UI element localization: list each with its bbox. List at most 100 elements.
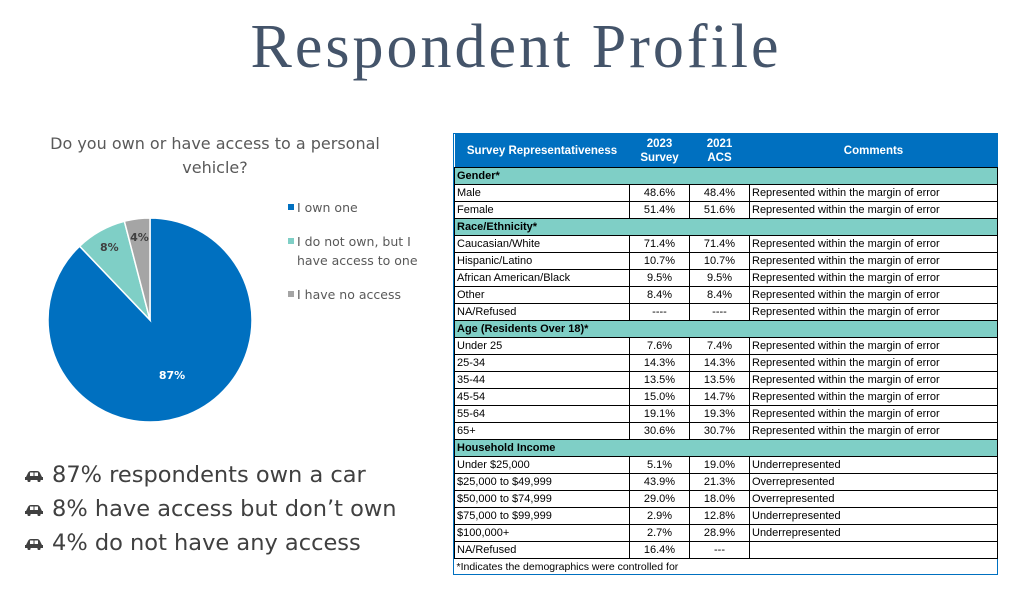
table-body: Gender* Male 48.6% 48.4% Represented within … [454,167,998,575]
survey-value-cell: 7.6% [629,337,690,355]
page-title: Respondent Profile [250,13,782,81]
survey-value-cell: 13.5% [629,371,690,389]
summary-bullet-2: 4% do not have any access [22,526,397,560]
comment-cell: Represented within the margin of error [749,405,998,423]
acs-value-cell: 10.7% [689,252,750,270]
category-cell: $25,000 to $49,999 [454,473,630,491]
pie-data-label-0: 87% [159,369,185,382]
acs-value-cell: 21.3% [689,473,750,491]
header-acs-word: ACS [707,151,732,164]
table-row: Other 8.4% 8.4% Represented within the marg… [454,286,998,304]
acs-value-cell: 28.9% [689,524,750,542]
acs-value-cell: 13.5% [689,371,750,389]
table-row: $100,000+ 2.7% 28.9% Underrepresented [454,524,998,542]
category-cell: $50,000 to $74,999 [454,490,630,508]
legend-label: I have no access [297,287,401,302]
summary-bullet-text: 8% have access but don’t own [52,496,397,522]
table-row: 25-34 14.3% 14.3% Represented within the ma… [454,354,998,372]
car-icon [25,470,43,482]
survey-value-cell: 51.4% [629,201,690,219]
acs-value-cell: 14.3% [689,354,750,372]
survey-value-cell: 2.7% [629,524,690,542]
acs-value-cell: 51.6% [689,201,750,219]
section-row: Household Income [454,439,998,457]
section-row: Gender* [454,167,998,185]
summary-bullets: 87% respondents own a car 8% have access … [22,458,397,560]
legend-swatch [288,204,294,210]
acs-value-cell: 48.4% [689,184,750,202]
table-row: Hispanic/Latino 10.7% 10.7% Represented wit… [454,252,998,270]
summary-bullet-1: 8% have access but don’t own [22,492,397,526]
survey-value-cell: 16.4% [629,541,690,559]
category-cell: 55-64 [454,405,630,423]
survey-value-cell: 9.5% [629,269,690,287]
comment-cell: Represented within the margin of error [749,184,998,202]
pie-data-label-2: 4% [130,231,149,244]
survey-value-cell: 19.1% [629,405,690,423]
comment-cell: Underrepresented [749,456,998,474]
pie-data-label-1: 8% [100,241,119,254]
survey-value-cell: 71.4% [629,235,690,253]
category-cell: Under $25,000 [454,456,630,474]
car-icon [25,504,43,516]
header-survey-year: 2023 [646,137,673,150]
pie-slice-2 [123,217,151,321]
comment-cell: Represented within the margin of error [749,371,998,389]
table-row: $75,000 to $99,999 2.9% 12.8% Underrepresen… [454,507,998,525]
header-acs: 2021 ACS [689,134,750,168]
category-cell: African American/Black [454,269,630,287]
header-label: Survey Representativeness [454,134,630,168]
category-cell: NA/Refused [454,303,630,321]
pie-legend: I own one I do not own, but I have access… [288,198,438,319]
section-title: Age (Residents Over 18)* [454,320,998,338]
comment-cell: Represented within the margin of error [749,388,998,406]
comment-cell: Represented within the margin of error [749,235,998,253]
comment-cell: Underrepresented [749,524,998,542]
category-cell: Female [454,201,630,219]
footnote-row: *Indicates the demographics were control… [454,558,998,575]
category-cell: 35-44 [454,371,630,389]
vehicle-access-pie-chart: 87% 8% 4% [47,217,253,423]
table-row: $25,000 to $49,999 43.9% 21.3% Overrepresen… [454,473,998,491]
acs-value-cell: ---- [689,303,750,321]
section-title: Race/Ethnicity* [454,218,998,236]
table-row: Female 51.4% 51.6% Represented within the m… [454,201,998,219]
category-cell: $75,000 to $99,999 [454,507,630,525]
category-cell: Caucasian/White [454,235,630,253]
category-cell: 25-34 [454,354,630,372]
survey-value-cell: ---- [629,303,690,321]
category-cell: 45-54 [454,388,630,406]
comment-cell [749,541,998,559]
table-row: Male 48.6% 48.4% Represented within the mar… [454,184,998,202]
summary-bullet-text: 87% respondents own a car [52,462,366,488]
survey-value-cell: 48.6% [629,184,690,202]
section-row: Race/Ethnicity* [454,218,998,236]
survey-value-cell: 30.6% [629,422,690,440]
comment-cell: Represented within the margin of error [749,269,998,287]
comment-cell: Overrepresented [749,490,998,508]
acs-value-cell: --- [689,541,750,559]
legend-item-1: I do not own, but I have access to one [288,232,438,270]
survey-value-cell: 15.0% [629,388,690,406]
acs-value-cell: 8.4% [689,286,750,304]
survey-value-cell: 14.3% [629,354,690,372]
header-survey: 2023 Survey [629,134,690,168]
table-row: Under $25,000 5.1% 19.0% Underrepresented [454,456,998,474]
category-cell: Under 25 [454,337,630,355]
table-row: 45-54 15.0% 14.7% Represented within the ma… [454,388,998,406]
acs-value-cell: 30.7% [689,422,750,440]
table-row: Caucasian/White 71.4% 71.4% Represented wit… [454,235,998,253]
comment-cell: Represented within the margin of error [749,303,998,321]
comment-cell: Represented within the margin of error [749,337,998,355]
legend-item-2: I have no access [288,285,438,304]
representativeness-table: Survey Representativeness 2023 Survey 202… [454,134,998,575]
car-icon [25,538,43,550]
acs-value-cell: 71.4% [689,235,750,253]
table-row: NA/Refused 16.4% --- [454,541,998,559]
acs-value-cell: 7.4% [689,337,750,355]
acs-value-cell: 9.5% [689,269,750,287]
survey-value-cell: 5.1% [629,456,690,474]
comment-cell: Underrepresented [749,507,998,525]
legend-label: I own one [297,200,358,215]
category-cell: NA/Refused [454,541,630,559]
